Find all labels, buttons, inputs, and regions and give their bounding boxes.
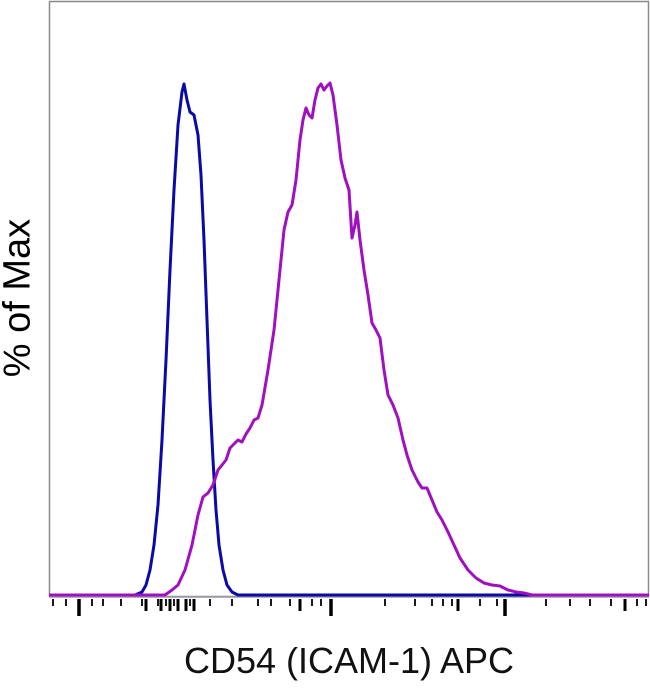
x-axis-ticks [52,599,647,616]
cd54-stained-curve [49,81,649,597]
plot-frame [48,0,650,598]
isotype-control-curve [49,82,649,597]
x-axis-label: CD54 (ICAM-1) APC [183,640,515,681]
